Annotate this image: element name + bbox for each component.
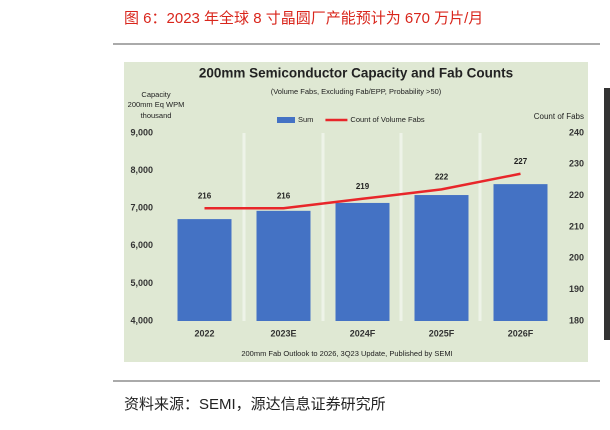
- y2-axis-label: Count of Fabs: [534, 112, 584, 121]
- value-label: 222: [435, 173, 449, 182]
- x-tick-label: 2022: [194, 328, 214, 338]
- y2-tick-label: 180: [569, 315, 584, 325]
- bar: [256, 210, 311, 321]
- value-label: 216: [198, 191, 212, 200]
- background-stripes: [242, 133, 482, 321]
- value-label: 216: [277, 191, 291, 200]
- x-tick-label: 2025F: [429, 328, 455, 338]
- y2-tick-label: 240: [569, 127, 584, 137]
- y-tick-label: 6,000: [130, 240, 153, 250]
- y-tick-label: 7,000: [130, 203, 153, 213]
- y-tick-label: 8,000: [130, 165, 153, 175]
- y-axis-label: 200mm Eq WPM: [128, 100, 185, 109]
- adjacent-figure-edge: [604, 88, 610, 340]
- chart-footnote: 200mm Fab Outlook to 2026, 3Q23 Update, …: [241, 349, 452, 358]
- line: [204, 172, 521, 210]
- figure-title: 图 6：2023 年全球 8 寸晶圆厂产能预计为 670 万片/月: [124, 9, 483, 27]
- y-tick-label: 5,000: [130, 278, 153, 288]
- y-tick-label: 9,000: [130, 127, 153, 137]
- y2-tick-label: 220: [569, 190, 584, 200]
- value-label: 227: [514, 157, 528, 166]
- bar: [177, 219, 232, 321]
- y2-tick-label: 190: [569, 284, 584, 294]
- legend-swatch: [277, 117, 295, 123]
- x-tick-label: 2024F: [350, 328, 376, 338]
- x-tick-label: 2026F: [508, 328, 534, 338]
- y2-tick-label: 210: [569, 221, 584, 231]
- legend-label: Count of Volume Fabs: [350, 115, 424, 124]
- y2-tick-label: 230: [569, 159, 584, 169]
- legend-label: Sum: [298, 115, 313, 124]
- bar: [414, 195, 469, 321]
- bar: [335, 202, 390, 321]
- value-label: 219: [356, 182, 370, 191]
- source: 资料来源：SEMI，源达信息证券研究所: [124, 396, 386, 413]
- x-tick-label: 2023E: [270, 328, 296, 338]
- y-tick-label: 4,000: [130, 315, 153, 325]
- chart-title: 200mm Semiconductor Capacity and Fab Cou…: [199, 66, 513, 81]
- chart-subtitle: (Volume Fabs, Excluding Fab/EPP, Probabi…: [271, 87, 442, 96]
- y-axis-label: Capacity: [141, 90, 170, 99]
- y-axis-label: thousand: [141, 111, 172, 120]
- y2-tick-label: 200: [569, 253, 584, 263]
- bar: [493, 184, 548, 321]
